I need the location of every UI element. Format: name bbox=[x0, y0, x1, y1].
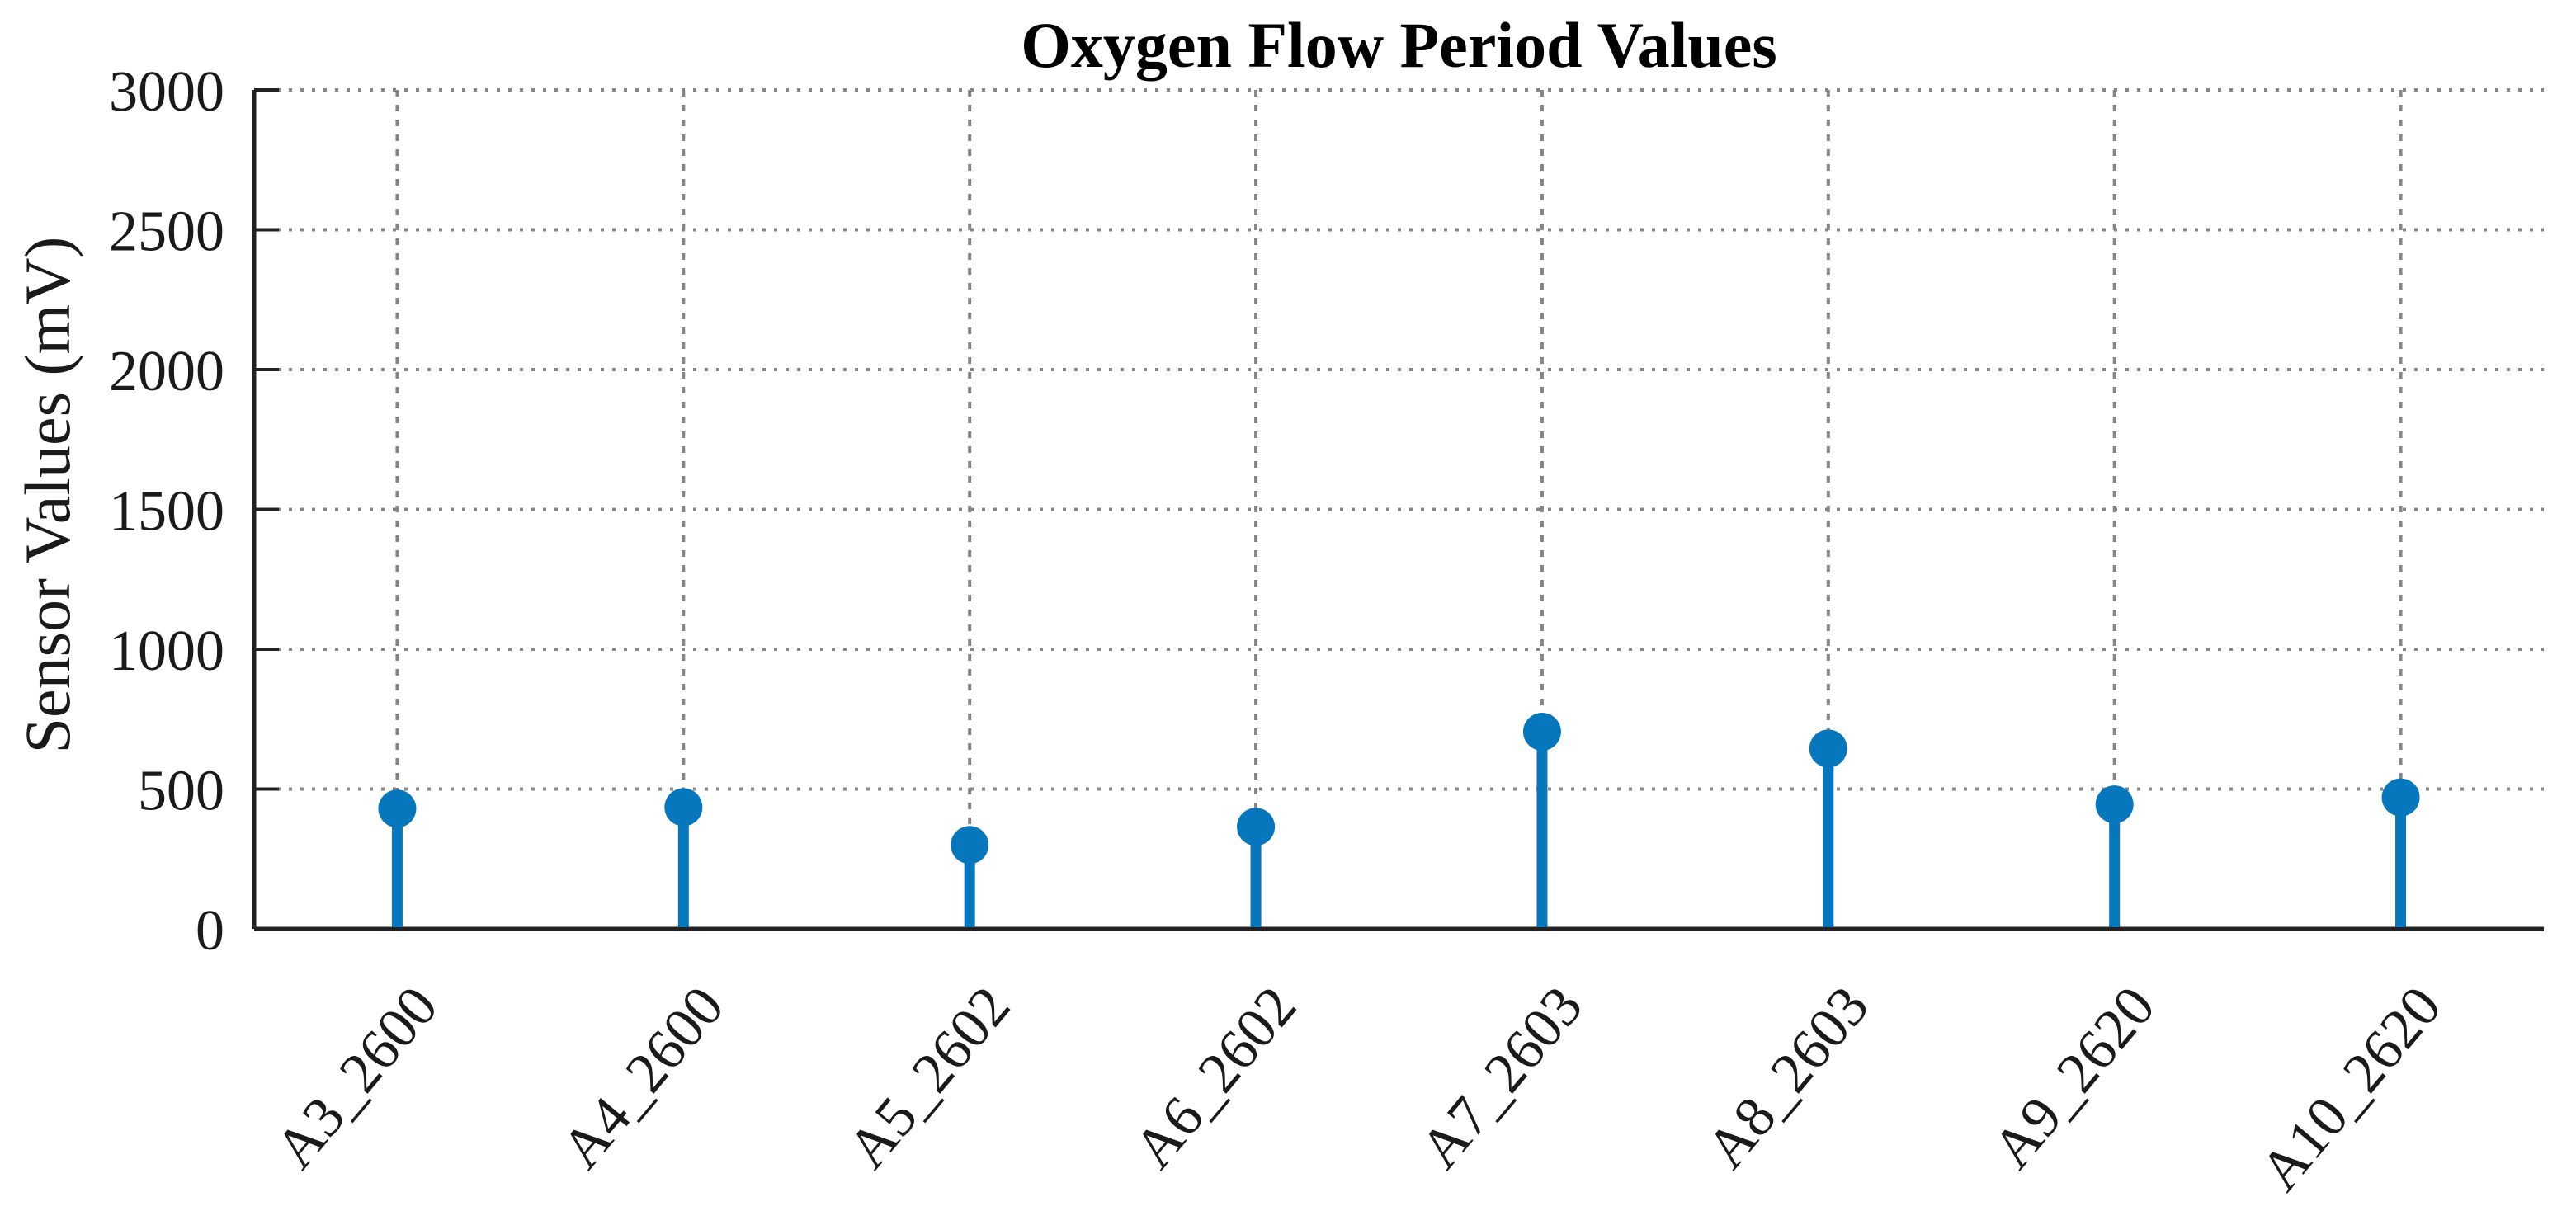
y-tick-label: 500 bbox=[138, 760, 224, 823]
x-tick-label: A3_2600 bbox=[263, 975, 450, 1180]
y-tick-label: 2500 bbox=[109, 200, 224, 264]
stem-marker bbox=[1809, 729, 1847, 768]
x-tick-label: A7_2603 bbox=[1408, 975, 1595, 1180]
chart-title: Oxygen Flow Period Values bbox=[1021, 9, 1777, 81]
x-tick-label: A8_2603 bbox=[1695, 975, 1881, 1180]
y-tick-label: 2000 bbox=[109, 340, 224, 403]
stem-marker bbox=[664, 788, 703, 827]
y-tick-label: 1000 bbox=[109, 620, 224, 683]
stem-marker bbox=[2381, 778, 2420, 817]
y-tick-label: 0 bbox=[196, 899, 224, 963]
y-tick-label: 1500 bbox=[109, 480, 224, 544]
stem-marker bbox=[1522, 713, 1561, 752]
stem-marker bbox=[2095, 785, 2134, 824]
x-tick-label: A6_2602 bbox=[1122, 975, 1309, 1180]
x-tick-label: A10_2620 bbox=[2248, 975, 2454, 1203]
stem-marker bbox=[951, 826, 989, 865]
x-tick-label: A5_2602 bbox=[836, 975, 1022, 1180]
stem-marker bbox=[378, 789, 417, 828]
x-tick-label: A4_2600 bbox=[550, 975, 736, 1180]
stem-marker bbox=[1237, 808, 1276, 846]
y-axis-label: Sensor Values (mV) bbox=[12, 236, 83, 754]
x-tick-label: A9_2620 bbox=[1980, 975, 2167, 1180]
y-tick-label: 3000 bbox=[109, 60, 224, 124]
